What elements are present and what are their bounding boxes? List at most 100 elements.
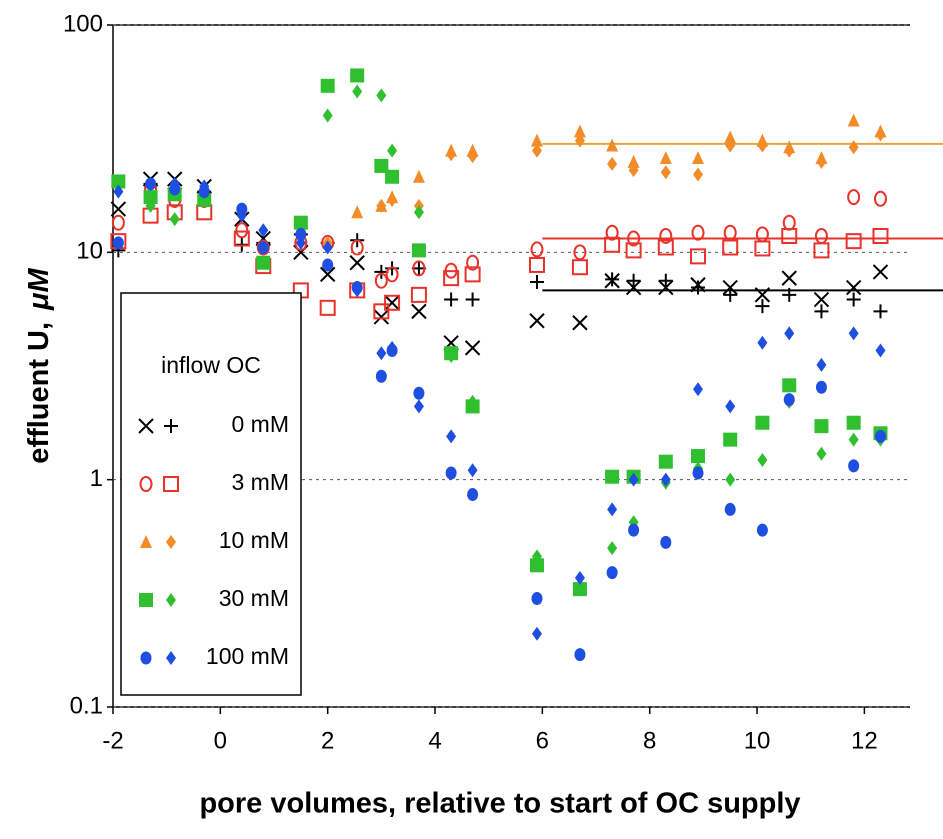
y-tick-label: 10 — [76, 238, 103, 265]
point — [574, 570, 585, 585]
point — [385, 169, 400, 184]
point — [693, 167, 704, 182]
legend-marker — [139, 593, 153, 607]
point — [412, 260, 426, 277]
point — [385, 266, 399, 283]
point — [690, 248, 707, 265]
point — [754, 287, 771, 303]
legend-label: 3 mM — [232, 469, 290, 495]
point — [784, 326, 795, 341]
legend-label: 30 mM — [219, 585, 289, 611]
legend-title: inflow OC — [161, 352, 261, 378]
x-tick-label: 8 — [643, 727, 656, 754]
point — [413, 399, 424, 414]
point — [145, 176, 156, 191]
point — [627, 154, 640, 168]
point — [872, 264, 889, 280]
point — [349, 255, 365, 271]
point — [169, 176, 180, 191]
point — [814, 419, 829, 434]
point — [755, 299, 770, 314]
point — [848, 326, 859, 341]
point — [725, 138, 736, 153]
point — [258, 223, 269, 238]
point — [446, 348, 457, 363]
point — [659, 227, 673, 244]
x-tick-label: 4 — [428, 727, 441, 754]
point — [756, 523, 768, 537]
point — [660, 472, 671, 487]
point — [845, 233, 862, 250]
point — [606, 566, 618, 580]
point — [628, 163, 639, 178]
x-tick-label: 0 — [214, 727, 227, 754]
point — [845, 279, 862, 296]
point — [199, 179, 210, 194]
point — [319, 266, 336, 283]
point — [784, 143, 795, 158]
point — [757, 453, 768, 468]
point — [464, 340, 481, 356]
point — [875, 343, 886, 358]
point — [467, 149, 478, 164]
point — [445, 466, 457, 480]
point — [320, 78, 335, 93]
point — [322, 258, 334, 272]
point — [816, 154, 827, 169]
point — [387, 192, 398, 207]
point — [724, 130, 737, 144]
point — [376, 88, 387, 103]
point — [466, 254, 480, 271]
point — [813, 291, 830, 308]
legend-marker — [166, 651, 176, 665]
point — [660, 535, 672, 549]
point — [754, 240, 771, 257]
legend-marker — [164, 419, 178, 433]
point — [574, 133, 585, 148]
x-tick-label: 2 — [321, 727, 334, 754]
point — [376, 346, 387, 361]
point — [384, 295, 400, 311]
point — [113, 184, 124, 199]
point — [606, 138, 619, 152]
y-axis-label-text: effluent U, — [23, 322, 55, 464]
point — [626, 273, 641, 288]
point — [782, 214, 796, 231]
point — [691, 449, 706, 464]
point — [605, 469, 620, 484]
point — [660, 165, 671, 180]
point — [528, 256, 545, 273]
point — [814, 227, 828, 244]
point — [659, 150, 672, 164]
point — [782, 287, 797, 302]
point — [571, 259, 588, 276]
point — [387, 340, 398, 355]
point — [872, 227, 889, 244]
point — [350, 239, 364, 256]
point — [691, 280, 706, 295]
point — [322, 108, 333, 123]
point — [873, 304, 888, 319]
point — [873, 190, 887, 207]
point — [530, 133, 543, 147]
legend-label: 0 mM — [232, 411, 290, 437]
point — [725, 399, 736, 414]
point — [112, 236, 124, 250]
point — [531, 626, 542, 641]
point — [373, 303, 390, 320]
point — [529, 558, 544, 573]
point — [531, 143, 542, 158]
point — [387, 143, 398, 158]
point — [467, 463, 478, 478]
x-axis-label: pore volumes, relative to start of OC su… — [199, 788, 800, 820]
point — [658, 454, 673, 469]
point — [605, 224, 619, 241]
point — [295, 227, 307, 241]
point — [782, 378, 797, 393]
point — [351, 205, 364, 219]
point — [846, 292, 861, 307]
point — [169, 212, 180, 227]
point — [531, 549, 542, 564]
point — [295, 235, 306, 250]
y-tick-label: 100 — [63, 10, 103, 37]
